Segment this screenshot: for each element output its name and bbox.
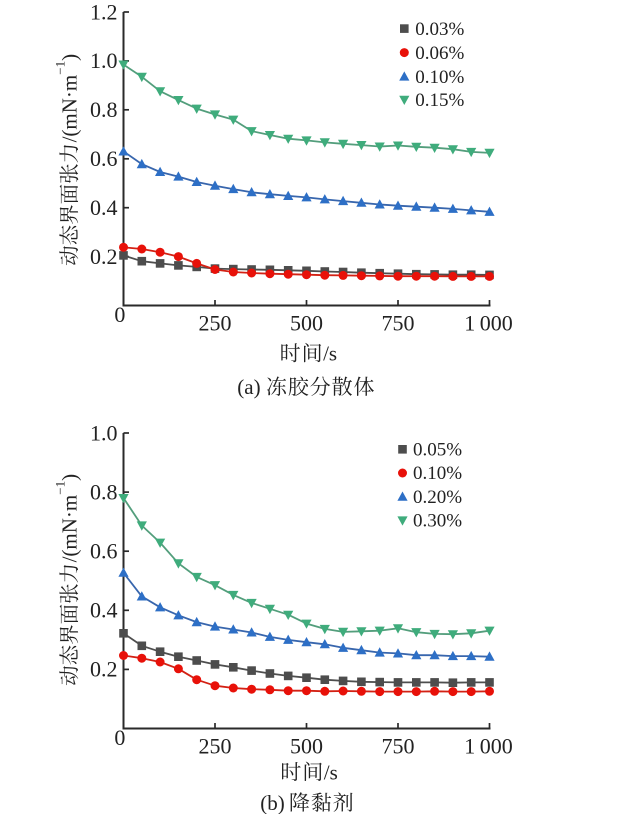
svg-text:0.8: 0.8 [90,97,118,122]
svg-text:0: 0 [114,725,125,750]
svg-text:0.8: 0.8 [90,479,118,504]
svg-text:0.10%: 0.10% [413,463,462,484]
svg-text:1.0: 1.0 [90,48,118,73]
svg-text:0: 0 [114,302,125,327]
svg-text:/s: /s [323,342,337,366]
svg-text:1.2: 1.2 [90,0,118,24]
svg-text:500: 500 [290,734,323,759]
svg-text:0.15%: 0.15% [415,90,464,111]
svg-text:0.10%: 0.10% [415,67,464,88]
svg-text:0.4: 0.4 [90,195,118,220]
svg-text:0.4: 0.4 [90,598,118,623]
svg-text:0.6: 0.6 [90,539,118,564]
svg-text:/s: /s [324,760,338,784]
svg-text:(b): (b) [260,791,285,814]
svg-text:0.06%: 0.06% [415,43,464,64]
svg-text:0.03%: 0.03% [415,19,464,40]
svg-text:250: 250 [199,734,232,759]
svg-text:750: 750 [382,311,415,336]
svg-text:1 000: 1 000 [464,734,512,759]
svg-text:0.30%: 0.30% [413,511,462,532]
svg-text:1.0: 1.0 [90,420,118,445]
svg-text:0.2: 0.2 [90,657,118,682]
svg-text:750: 750 [382,734,415,759]
svg-text:0.6: 0.6 [90,146,118,171]
svg-text:/(mN·m−1): /(mN·m−1) [53,54,82,143]
svg-text:(a): (a) [237,375,260,399]
svg-text:0.20%: 0.20% [413,487,462,508]
svg-text:1 000: 1 000 [464,311,512,336]
svg-text:0.05%: 0.05% [413,440,462,461]
svg-text:500: 500 [290,311,323,336]
svg-text:0.2: 0.2 [90,244,118,269]
svg-text:250: 250 [199,311,232,336]
